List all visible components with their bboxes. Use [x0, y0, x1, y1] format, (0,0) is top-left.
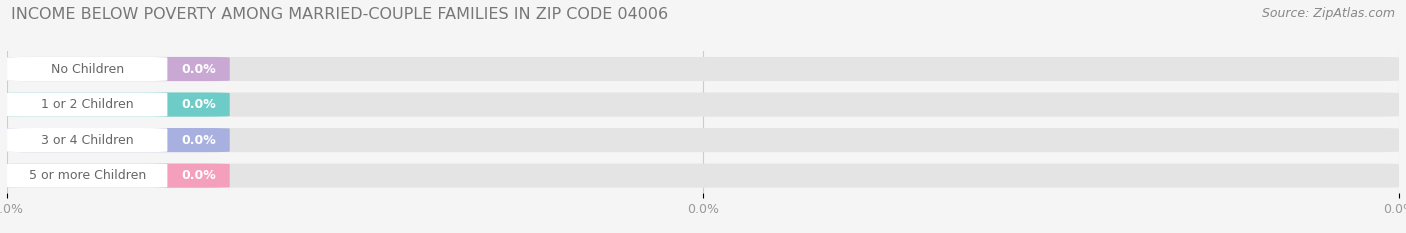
Text: 0.0%: 0.0%: [181, 134, 217, 147]
Text: 0.0%: 0.0%: [181, 98, 217, 111]
Text: No Children: No Children: [51, 62, 124, 75]
FancyBboxPatch shape: [7, 93, 167, 117]
FancyBboxPatch shape: [7, 128, 167, 152]
FancyBboxPatch shape: [7, 93, 1399, 117]
FancyBboxPatch shape: [7, 57, 1399, 81]
FancyBboxPatch shape: [7, 164, 1399, 188]
FancyBboxPatch shape: [7, 57, 167, 81]
Text: 0.0%: 0.0%: [181, 62, 217, 75]
Text: Source: ZipAtlas.com: Source: ZipAtlas.com: [1261, 7, 1395, 20]
FancyBboxPatch shape: [7, 57, 229, 81]
Text: 1 or 2 Children: 1 or 2 Children: [41, 98, 134, 111]
Text: 0.0%: 0.0%: [181, 169, 217, 182]
FancyBboxPatch shape: [7, 128, 1399, 152]
Text: 3 or 4 Children: 3 or 4 Children: [41, 134, 134, 147]
FancyBboxPatch shape: [7, 128, 229, 152]
FancyBboxPatch shape: [7, 93, 229, 117]
Text: 5 or more Children: 5 or more Children: [28, 169, 146, 182]
FancyBboxPatch shape: [7, 164, 229, 188]
FancyBboxPatch shape: [7, 164, 167, 188]
Text: INCOME BELOW POVERTY AMONG MARRIED-COUPLE FAMILIES IN ZIP CODE 04006: INCOME BELOW POVERTY AMONG MARRIED-COUPL…: [11, 7, 668, 22]
